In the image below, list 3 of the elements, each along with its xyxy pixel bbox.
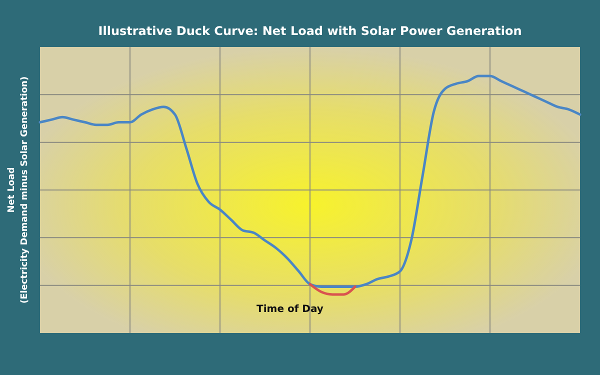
y-axis-title: Net Load (Electricity Demand minus Solar Generation) <box>7 76 30 304</box>
chart-title: Illustrative Duck Curve: Net Load with Solar Power Generation <box>98 24 522 38</box>
x-axis-title: Time of Day <box>256 304 324 315</box>
